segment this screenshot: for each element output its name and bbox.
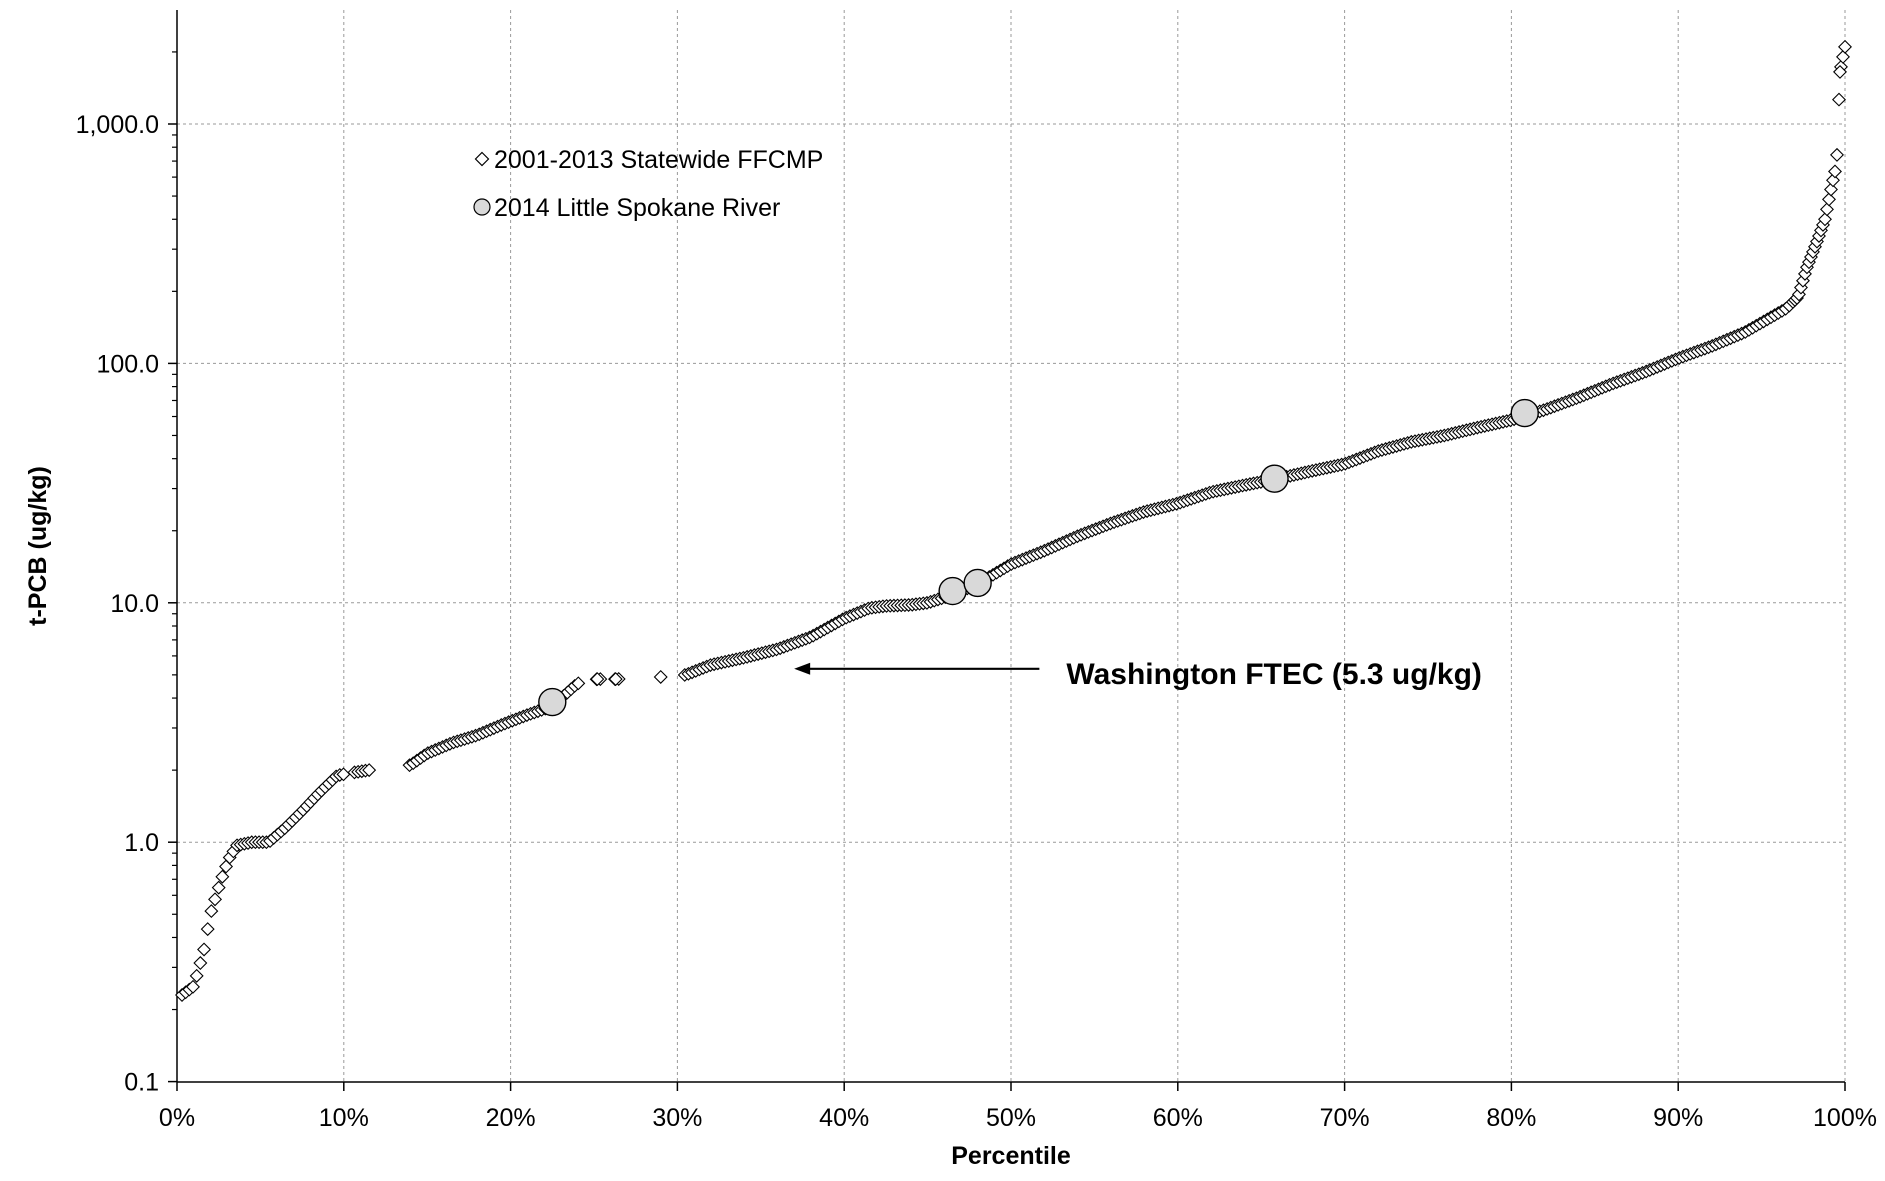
y-axis-title: t-PCB (ug/kg) [24,466,52,626]
x-tick-label: 60% [1153,1104,1203,1132]
data-point-diamond [215,869,230,884]
data-point-diamond [1822,192,1836,207]
y-tick-label: 10.0 [110,590,159,618]
x-tick-label: 50% [986,1104,1036,1132]
data-point-diamond [1838,39,1852,54]
data-point-circle [963,568,992,598]
data-point-diamond [1833,64,1847,79]
data-point-diamond [219,859,234,874]
data-point-diamond [211,880,226,895]
x-tick-label: 70% [1320,1104,1370,1132]
data-point-diamond [208,892,223,907]
grid [177,10,1846,1082]
legend-marker-diamond [474,151,490,167]
x-tick-labels: 0% 10% 20% 30% 40% 50% 60% 70% 80% 90% 100% [159,1104,1877,1132]
data-point-diamond [1818,212,1832,227]
x-tick-label: 90% [1653,1104,1703,1132]
data-point-circle [538,687,567,717]
data-point-diamond [1832,92,1846,107]
data-point-diamond [1824,182,1838,197]
x-tick-label: 100% [1813,1104,1877,1132]
annotation-arrowhead [794,662,811,675]
data-point-diamond [1830,147,1844,162]
data-point-diamond [193,956,208,970]
legend-label-little-spokane: 2014 Little Spokane River [494,194,780,222]
x-tick-label: 20% [486,1104,536,1132]
legend-label-statewide: 2001-2013 Statewide FFCMP [494,146,823,174]
data-point-circle [1510,398,1539,428]
x-tick-label: 0% [159,1104,195,1132]
data-point-diamond [189,968,204,983]
annotation-text: Washington FTEC (5.3 ug/kg) [1066,658,1482,691]
annotation: Washington FTEC (5.3 ug/kg) [794,658,1482,691]
data-point-diamond [197,942,211,957]
legend: 2001-2013 Statewide FFCMP 2014 Little Sp… [473,146,823,222]
data-point-circle [938,576,967,606]
y-tick-label: 1,000.0 [76,111,159,139]
y-tick-labels: 0.1 1.0 10.0 100.0 1,000.0 [76,111,159,1097]
legend-marker-circle [473,198,491,216]
data-point-diamond [186,979,200,994]
x-tick-label: 30% [652,1104,702,1132]
data-point-diamond [1828,164,1842,179]
x-tick-label: 80% [1486,1104,1536,1132]
data-point-diamond [1826,173,1840,188]
data-point-diamond [336,767,351,782]
axes [168,10,1846,1091]
y-tick-label: 100.0 [96,350,159,378]
x-tick-label: 40% [819,1104,869,1132]
data-point-diamond [1836,49,1850,64]
data-point-diamond [590,672,605,687]
data-point-diamond [653,669,668,684]
x-axis-title: Percentile [951,1142,1071,1170]
data-point-diamond [362,763,377,778]
data-point-diamond [1820,202,1834,217]
data-point-diamond [608,672,623,687]
series-little-spokane-river [538,398,1539,717]
data-point-diamond [204,904,219,919]
data-point-diamond [200,922,215,937]
y-tick-label: 1.0 [124,829,159,857]
x-tick-label: 10% [319,1104,369,1132]
data-point-circle [1260,464,1289,493]
data-point-diamond [571,676,586,691]
y-tick-label: 0.1 [124,1069,159,1097]
